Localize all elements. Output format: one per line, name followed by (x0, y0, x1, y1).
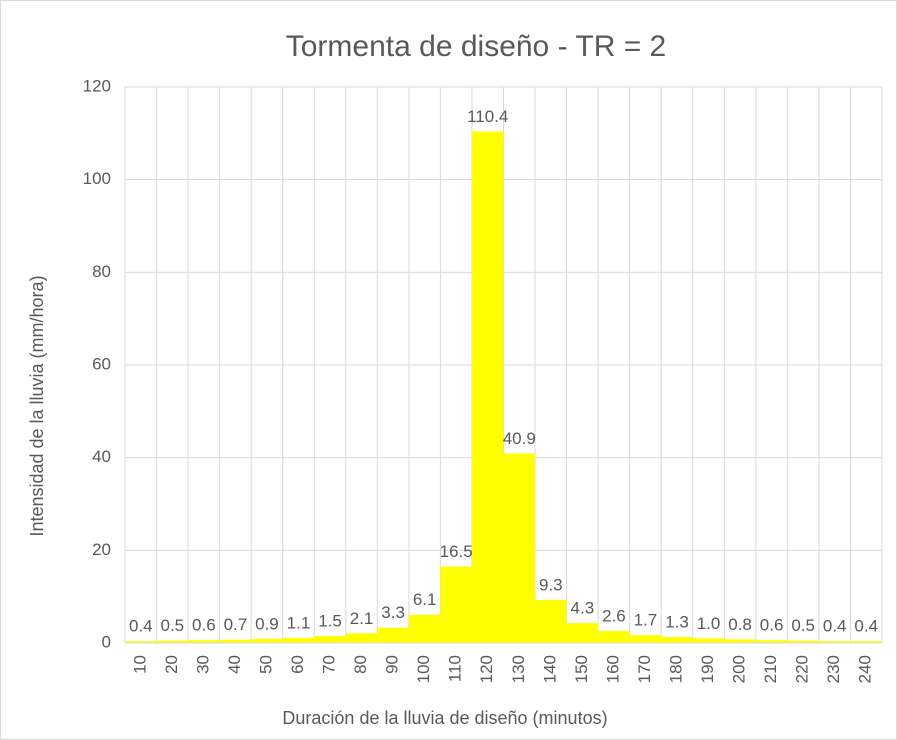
x-tick-label: 130 (509, 655, 528, 683)
x-tick-label: 90 (383, 655, 402, 674)
x-tick-label: 80 (351, 655, 370, 674)
value-label: 1.0 (697, 614, 721, 633)
value-label: 1.7 (634, 611, 658, 630)
x-tick-label: 110 (446, 655, 465, 682)
chart-title: Tormenta de diseño - TR = 2 (286, 30, 666, 63)
value-label: 0.8 (728, 615, 752, 634)
value-label: 0.5 (160, 616, 184, 635)
x-tick-label: 210 (761, 655, 780, 683)
x-tick-label: 40 (225, 655, 244, 674)
bar (219, 639, 252, 643)
x-tick-label: 10 (130, 655, 149, 674)
value-label: 2.6 (602, 606, 626, 625)
bar (156, 640, 189, 643)
value-label: 0.4 (129, 617, 153, 636)
bar (282, 637, 315, 643)
value-label: 16.5 (440, 542, 473, 561)
x-tick-label: 240 (856, 655, 875, 683)
y-tick-label: 0 (102, 632, 111, 651)
x-tick-label: 150 (572, 655, 591, 683)
bar (787, 640, 819, 643)
value-label: 1.3 (665, 612, 689, 631)
bar (661, 636, 693, 643)
x-tick-label: 20 (162, 655, 181, 674)
x-tick-label: 140 (540, 655, 559, 683)
value-label: 0.6 (760, 616, 784, 635)
value-label: 6.1 (413, 590, 437, 609)
x-tick-label: 170 (635, 655, 654, 683)
bar (566, 623, 599, 643)
bar (408, 614, 441, 643)
bar (535, 599, 567, 643)
value-label: 40.9 (503, 429, 536, 448)
bar (724, 639, 756, 643)
x-tick-label: 230 (824, 655, 843, 683)
x-tick-label: 180 (666, 655, 685, 683)
value-label: 0.9 (255, 614, 279, 633)
bar (629, 635, 662, 643)
value-label: 9.3 (539, 575, 563, 594)
bar (818, 641, 851, 643)
y-tick-label: 100 (83, 169, 111, 188)
bar (755, 640, 788, 643)
bar (503, 453, 536, 643)
value-label: 0.4 (823, 617, 847, 636)
value-label: 3.3 (381, 603, 405, 622)
x-tick-label: 30 (193, 655, 212, 674)
value-label: 1.5 (318, 612, 342, 631)
bar (850, 641, 882, 643)
value-label: 0.4 (854, 617, 878, 636)
bar (440, 566, 472, 643)
x-tick-label: 200 (730, 655, 749, 683)
value-label: 0.7 (224, 615, 248, 634)
x-tick-label: 120 (477, 655, 496, 683)
x-tick-label: 220 (793, 655, 812, 683)
y-tick-label: 120 (83, 76, 111, 95)
bar (692, 638, 725, 643)
bar (345, 633, 378, 643)
bar (598, 630, 630, 643)
bar (251, 638, 283, 643)
y-tick-label: 20 (92, 540, 111, 559)
y-tick-label: 60 (92, 354, 111, 373)
x-tick-label: 190 (698, 655, 717, 683)
bar (314, 636, 346, 643)
y-tick-label: 80 (92, 262, 111, 281)
x-tick-label: 50 (256, 655, 275, 674)
y-axis-label: Intensidad de la lluvia (mm/hora) (27, 275, 47, 536)
x-tick-label: 60 (288, 655, 307, 674)
value-label: 0.5 (791, 616, 815, 635)
bar (377, 627, 409, 643)
value-label: 4.3 (571, 599, 595, 618)
value-label: 1.1 (287, 613, 311, 632)
x-axis-label: Duración de la lluvia de diseño (minutos… (282, 708, 607, 728)
bar (188, 640, 220, 643)
value-label: 2.1 (350, 609, 374, 628)
y-tick-label: 40 (92, 447, 111, 466)
value-label: 0.6 (192, 616, 216, 635)
x-tick-label: 160 (603, 655, 622, 683)
x-tick-label: 70 (320, 655, 339, 674)
bar (471, 131, 504, 644)
x-tick-label: 100 (414, 655, 433, 683)
value-label: 110.4 (467, 107, 508, 126)
bar (125, 641, 157, 643)
